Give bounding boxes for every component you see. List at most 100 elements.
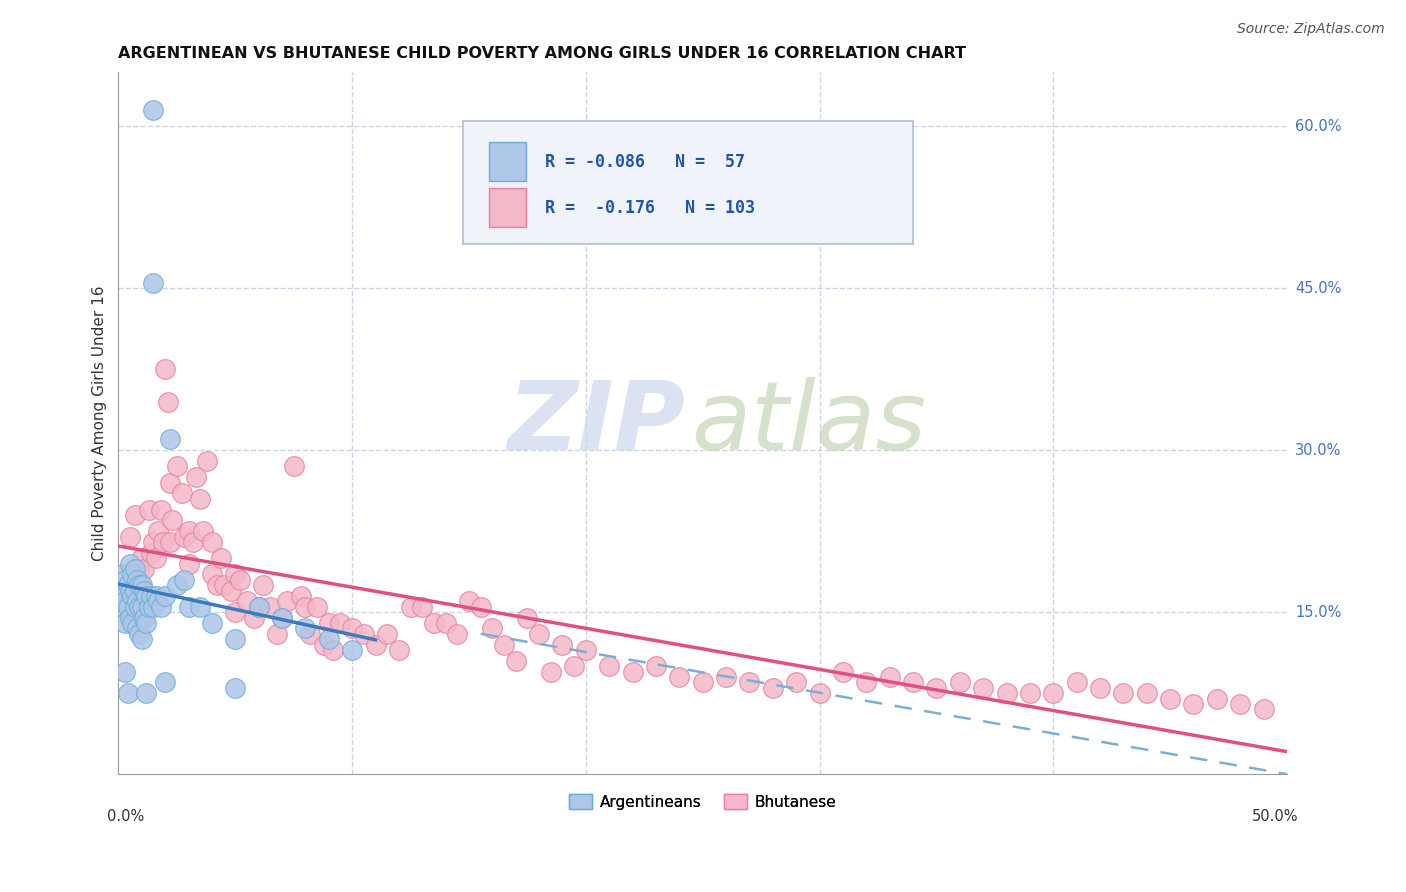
Text: R =  -0.176   N = 103: R = -0.176 N = 103 [546,199,755,217]
Point [314,638,336,652]
Point [142,103,165,117]
Point [134,583,156,598]
Point [120,557,142,571]
Point [201,535,224,549]
Point [114,615,136,630]
Point [127,573,149,587]
Point [388,643,411,657]
Point [714,670,737,684]
Point [201,567,224,582]
Point [259,599,281,614]
Point [322,643,344,657]
Point [205,578,228,592]
Point [481,621,503,635]
Text: R = -0.086   N =  57: R = -0.086 N = 57 [546,153,745,171]
FancyBboxPatch shape [463,121,912,244]
Point [276,594,298,608]
Point [121,589,143,603]
Point [294,621,316,635]
Y-axis label: Child Poverty Among Girls Under 16: Child Poverty Among Girls Under 16 [93,285,107,561]
Point [114,573,136,587]
Point [135,686,157,700]
Point [505,654,527,668]
Point [266,626,288,640]
Point [120,529,142,543]
Point [299,626,322,640]
Point [224,632,246,647]
Point [434,615,457,630]
Point [184,470,207,484]
Legend: Argentineans, Bhutanese: Argentineans, Bhutanese [562,788,842,815]
Point [112,567,135,582]
Text: 60.0%: 60.0% [1295,119,1341,134]
Point [131,632,153,647]
Point [353,626,375,640]
Point [153,362,176,376]
Point [142,276,165,290]
Point [1182,697,1205,711]
Point [219,583,242,598]
Point [120,610,142,624]
Point [562,659,585,673]
Point [166,578,188,592]
Point [141,546,163,560]
Point [855,675,877,690]
Point [1136,686,1159,700]
Point [114,594,136,608]
Point [110,578,132,592]
Point [423,615,446,630]
Point [156,394,179,409]
Point [645,659,668,673]
Point [121,615,143,630]
Point [598,659,620,673]
Point [152,535,174,549]
Point [153,675,176,690]
Point [575,643,598,657]
Point [762,681,785,695]
Point [135,589,157,603]
Point [191,524,214,538]
Point [209,551,232,566]
FancyBboxPatch shape [489,143,526,181]
Point [127,594,149,608]
Point [527,626,550,640]
Point [212,578,235,592]
Point [170,486,193,500]
Point [224,567,246,582]
Point [149,599,172,614]
Point [375,626,398,640]
Point [243,610,266,624]
Point [146,524,169,538]
Point [128,562,150,576]
Text: Source: ZipAtlas.com: Source: ZipAtlas.com [1237,22,1385,37]
Text: 30.0%: 30.0% [1295,442,1341,458]
Point [177,599,200,614]
Point [159,433,181,447]
Point [128,626,150,640]
Point [110,589,132,603]
Point [925,681,948,695]
Point [458,594,481,608]
Point [224,681,246,695]
Point [995,686,1018,700]
Point [134,562,156,576]
Point [972,681,994,695]
Point [290,589,312,603]
Point [153,589,176,603]
Point [294,599,316,614]
Point [177,557,200,571]
Point [166,459,188,474]
Point [307,599,329,614]
Point [901,675,924,690]
Point [949,675,972,690]
Point [1042,686,1064,700]
Point [236,594,259,608]
Text: atlas: atlas [690,376,927,469]
Point [832,665,855,679]
Point [551,638,574,652]
Point [177,524,200,538]
Text: 50.0%: 50.0% [1253,809,1299,824]
Point [145,551,167,566]
Point [201,615,224,630]
Point [159,535,181,549]
